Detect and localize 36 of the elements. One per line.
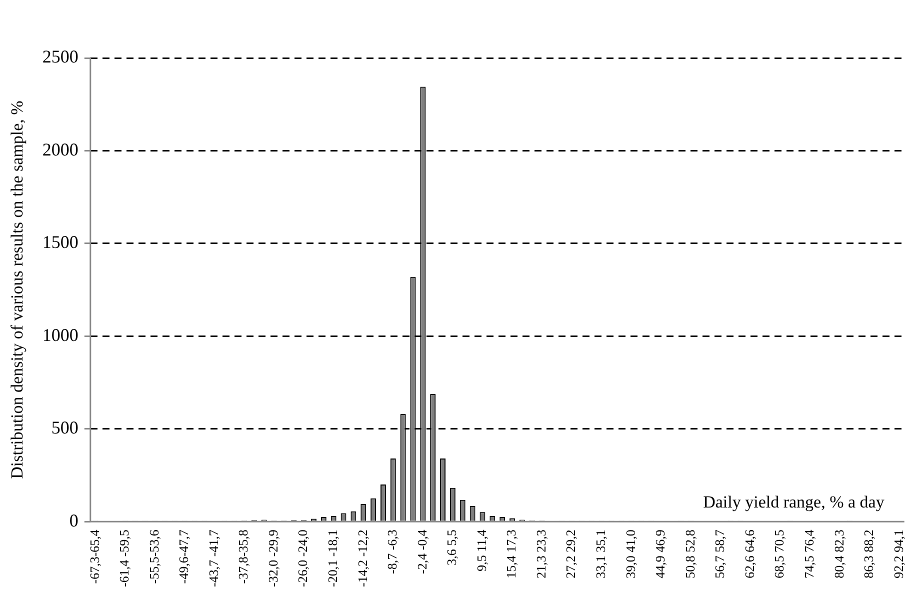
x-tick-label: 3,6 5,5: [444, 530, 460, 566]
x-tick-label: -55,5-53,6: [146, 529, 162, 584]
x-tick-label: -20,1 -18,1: [325, 530, 340, 588]
x-tick-label: 86,3 88,2: [861, 530, 876, 578]
x-tick-label: -37,8-35,8: [236, 530, 251, 584]
y-tick-label: 2500: [42, 46, 78, 67]
x-tick-label: 62,6 64,6: [742, 529, 757, 578]
x-tick-label: 33,1 35,1: [593, 530, 608, 578]
y-tick-label: 1500: [42, 232, 78, 252]
y-tick-label: 2000: [42, 139, 78, 160]
x-tick-label: -14,2 -12,2: [354, 530, 370, 588]
x-tick-label: 39,0 41,0: [622, 530, 638, 578]
y-axis-title: Distribution density of various results on the sample, %: [8, 100, 27, 479]
x-tick-label: -43,7 -41,7: [206, 529, 221, 588]
x-tick-label: 15,4 17,3: [504, 530, 519, 578]
x-axis-title: Daily yield range, % a day: [703, 492, 885, 512]
y-tick-label: 1000: [42, 324, 78, 345]
x-tick-label: -32,0 -29,9: [265, 530, 280, 588]
y-tick-label: 500: [51, 418, 78, 438]
x-tick-label: -67,3-65,4: [86, 529, 102, 584]
y-tick-label: 0: [69, 510, 78, 530]
x-tick-label: 44,9 46,9: [652, 530, 668, 578]
x-tick-label: 92,2 94,1: [890, 530, 906, 578]
x-tick-label: -61,4 -59,5: [116, 530, 132, 588]
x-tick-label: -49,6-47,7: [176, 529, 192, 584]
x-tick-label: -26,0 -24,0: [295, 530, 310, 588]
x-tick-label: 68,5 70,5: [772, 530, 787, 578]
x-tick-label: 50,8 52,8: [682, 530, 698, 578]
x-tick-label: 74,5 76,4: [801, 529, 816, 578]
x-tick-label: -2,4 -0,4: [414, 529, 430, 574]
x-tick-label: -8,7 -6,3: [384, 530, 400, 574]
x-tick-label: 27,2 29,2: [563, 530, 578, 578]
x-tick-label: 9,5 11,4: [474, 529, 489, 572]
x-tick-label: 80,4 82,3: [831, 530, 846, 578]
x-tick-label: 21,3 23,3: [533, 530, 548, 578]
x-tick-label: 56,7 58,7: [712, 529, 728, 578]
